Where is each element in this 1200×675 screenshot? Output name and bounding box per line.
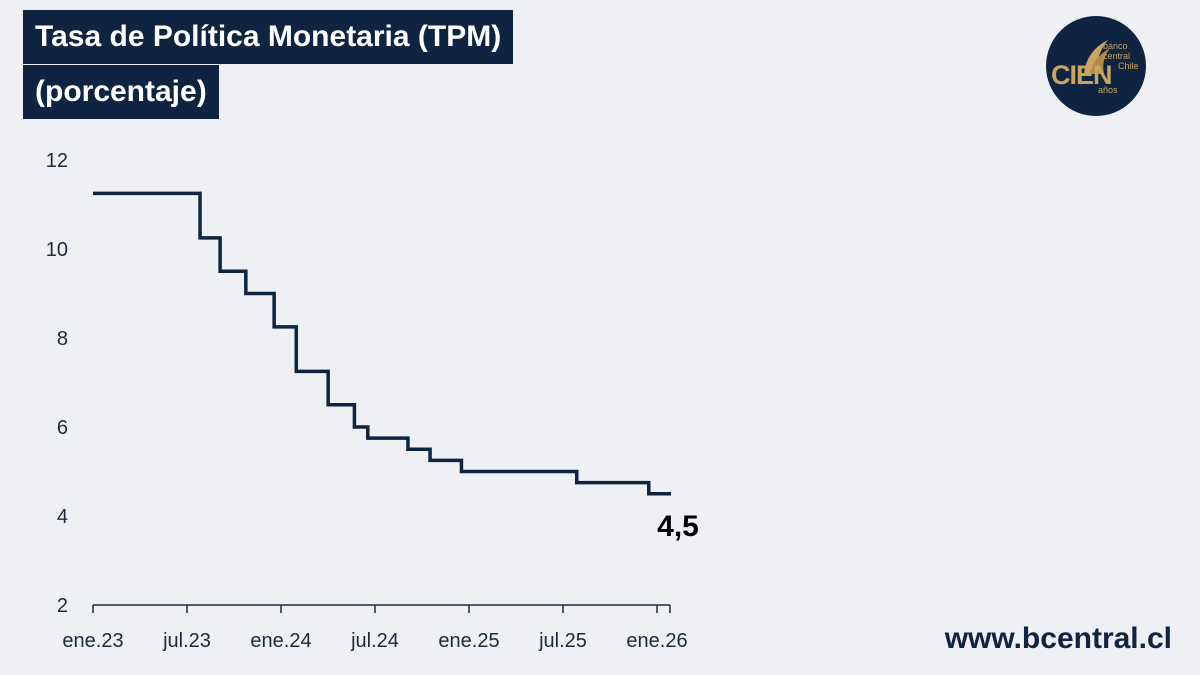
y-tick-label: 12 [46,150,68,172]
x-tick-label: ene.23 [62,630,123,652]
x-tick-label: jul.25 [538,630,587,652]
end-value-label: 4,5 [657,510,699,543]
x-tick-label: jul.24 [350,630,399,652]
y-axis-tick-labels: 2 4 6 8 10 12 [46,150,68,617]
logo-line4: años [1098,85,1118,95]
logo-cien-text: CIEN [1051,60,1113,90]
y-tick-label: 10 [46,239,68,261]
logo-wing-icon [1084,40,1110,74]
x-tick-label: jul.23 [162,630,211,652]
chart-title: Tasa de Política Monetaria (TPM) [23,10,514,64]
y-tick-label: 4 [57,506,68,528]
tpm-series-line [93,191,671,496]
x-tick-label: ene.24 [250,630,311,652]
website-url: www.bcentral.cl [944,622,1172,655]
x-axis-ticks: ene.23 jul.23 ene.24 jul.24 ene.25 jul.25 ene.… [62,605,688,652]
y-tick-label: 8 [57,328,68,350]
logo-line3: Chile [1118,61,1139,71]
banco-central-logo: CIEN banco central Chile años [1046,16,1146,116]
x-tick-label: ene.26 [626,630,687,652]
y-tick-label: 2 [57,595,68,617]
y-tick-label: 6 [57,417,68,439]
logo-line2: central [1103,51,1131,61]
chart-subtitle: (porcentaje) [23,65,219,119]
x-tick-label: ene.25 [438,630,499,652]
logo-line1: banco [1103,41,1128,51]
